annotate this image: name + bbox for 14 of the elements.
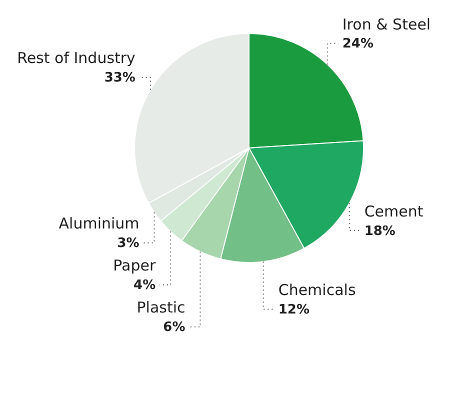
- data-label: 24%: [342, 36, 374, 52]
- data-label: 4%: [134, 278, 156, 294]
- slice-label: Paper: [113, 256, 156, 275]
- slice-label: Cement: [364, 202, 424, 220]
- slice-label: Iron & Steel: [342, 15, 431, 34]
- slice-label: Chemicals: [278, 281, 356, 300]
- data-label: 6%: [163, 320, 186, 336]
- slice-label: Plastic: [136, 298, 186, 317]
- data-label: 33%: [104, 70, 136, 86]
- data-label: 18%: [364, 224, 396, 239]
- slice-label: Aluminium: [58, 214, 140, 233]
- data-label: 3%: [117, 236, 140, 252]
- slice-label: Rest of Industry: [17, 49, 136, 68]
- data-label: 12%: [278, 302, 310, 318]
